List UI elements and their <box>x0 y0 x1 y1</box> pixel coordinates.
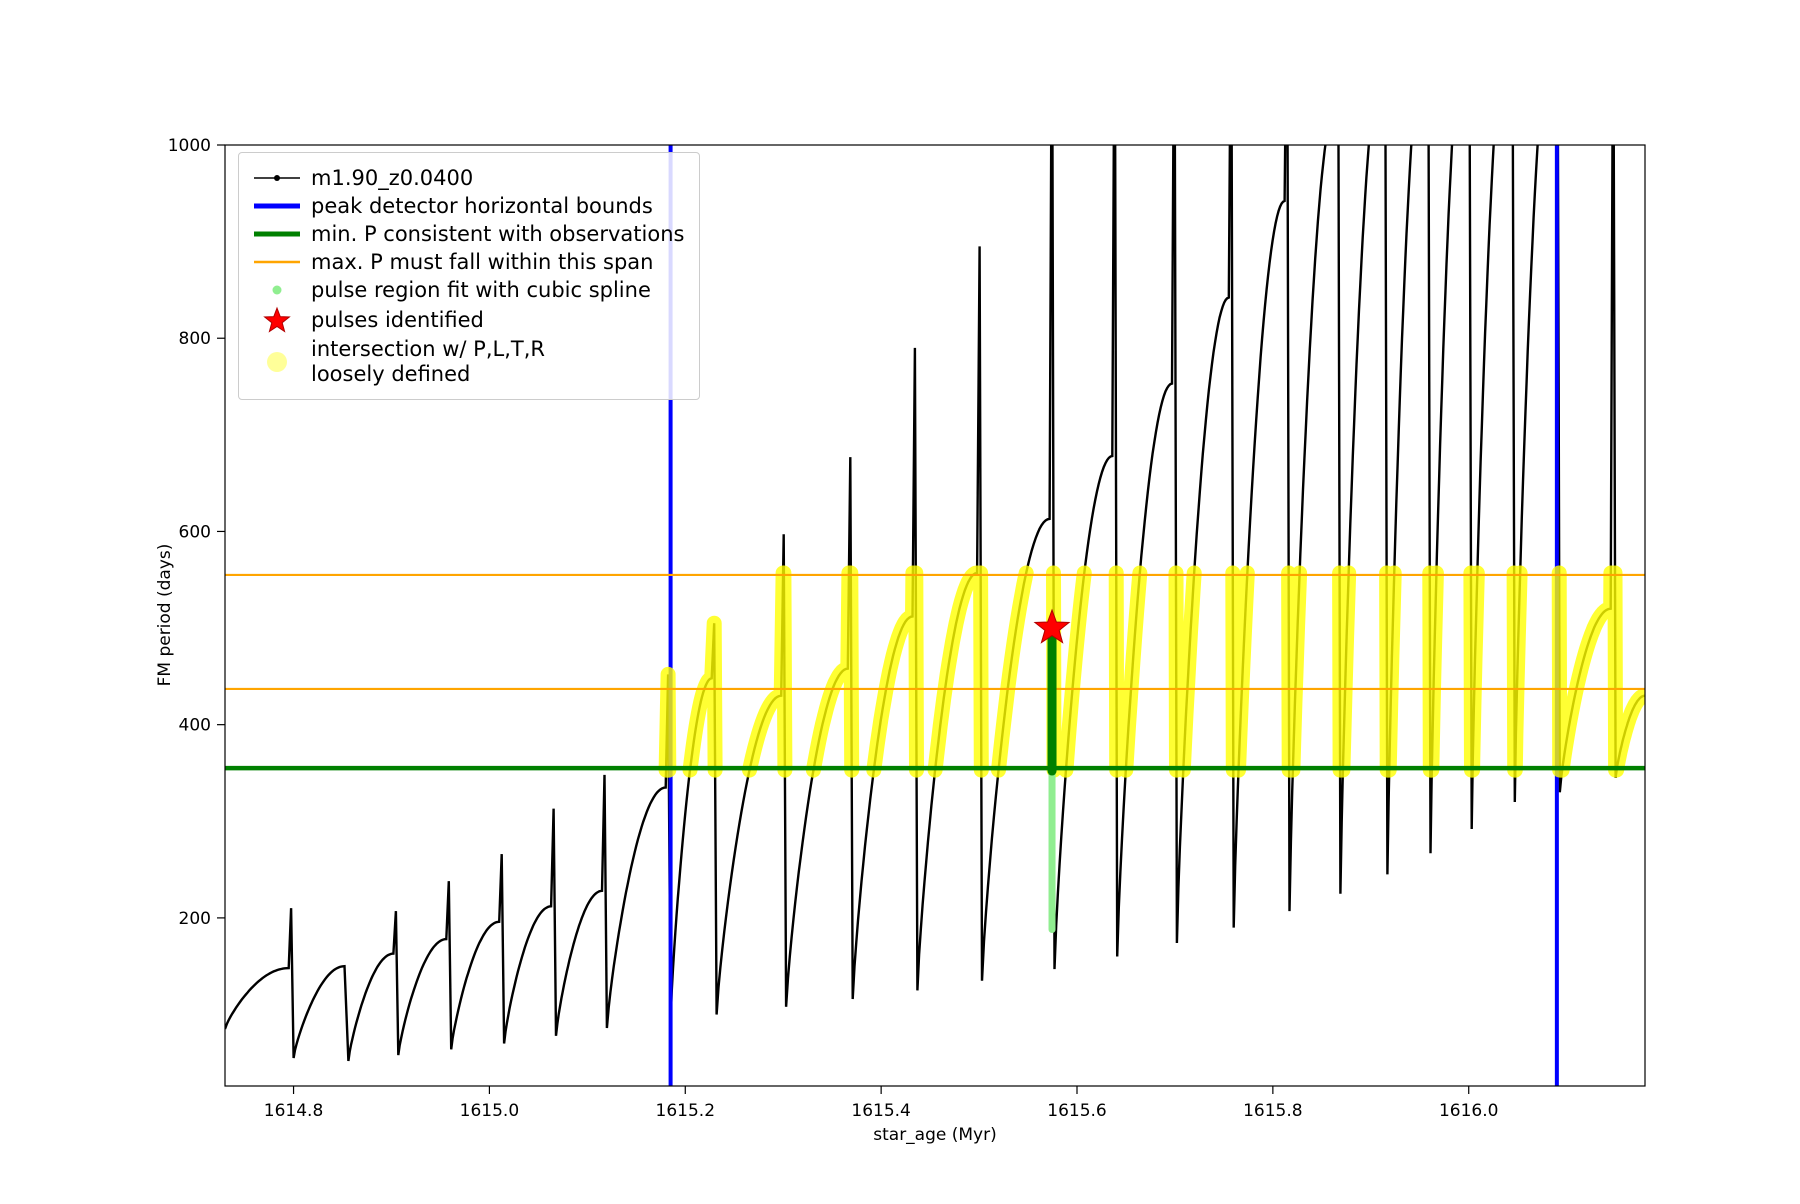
y-tick-label: 800 <box>179 329 211 349</box>
plot-axes-layer: 1614.8 1615.0 1615.2 1615.4 1615.6 1615.8 1616… <box>168 136 1499 1121</box>
legend-label: min. P consistent with observations <box>311 221 685 246</box>
pulse-identified-star <box>1033 608 1071 644</box>
y-tick-label: 1000 <box>168 136 211 156</box>
legend-label: m1.90_z0.0400 <box>311 165 474 190</box>
y-tick-label: 200 <box>179 909 211 929</box>
legend-label: pulse region fit with cubic spline <box>311 277 651 302</box>
legend-item-3: min. P consistent with observations <box>251 221 687 247</box>
legend-label: peak detector horizontal bounds <box>311 193 653 218</box>
legend-item-4: max. P must fall within this span <box>251 249 687 275</box>
x-tick-label: 1616.0 <box>1439 1101 1498 1121</box>
intersection-dot-icon <box>251 347 303 377</box>
y-axis-label: FM period (days) <box>155 544 175 687</box>
legend-item-5: pulse region fit with cubic spline <box>251 277 687 303</box>
plot-series-layer <box>225 145 1645 1086</box>
legend-item-2: peak detector horizontal bounds <box>251 193 687 219</box>
legend-item-7: intersection w/ P,L,T,R loosely defined <box>251 337 687 387</box>
series-line-icon <box>251 165 303 191</box>
x-axis-label: star_age (Myr) <box>873 1125 996 1145</box>
green-hline-icon <box>251 221 303 247</box>
x-tick-label: 1615.2 <box>656 1101 715 1121</box>
orange-hline-icon <box>251 249 303 275</box>
y-tick-label: 400 <box>179 716 211 736</box>
legend-label: max. P must fall within this span <box>311 249 654 274</box>
y-tick-label: 600 <box>179 522 211 542</box>
blue-vline-icon <box>251 193 303 219</box>
x-tick-label: 1615.0 <box>460 1101 519 1121</box>
legend-label: intersection w/ P,L,T,R loosely defined <box>311 337 545 386</box>
legend-label: pulses identified <box>311 307 484 332</box>
x-tick-label: 1615.8 <box>1243 1101 1302 1121</box>
x-tick-label: 1615.6 <box>1047 1101 1106 1121</box>
x-tick-label: 1615.4 <box>851 1101 910 1121</box>
legend-item-6: pulses identified <box>251 305 687 335</box>
legend-item-1: m1.90_z0.0400 <box>251 165 687 191</box>
intersection-scatter <box>658 565 1645 778</box>
spline-dot-icon <box>251 277 303 303</box>
x-tick-label: 1614.8 <box>264 1101 323 1121</box>
plot-border <box>224 144 1646 1087</box>
pulse-star-icon <box>251 305 303 335</box>
